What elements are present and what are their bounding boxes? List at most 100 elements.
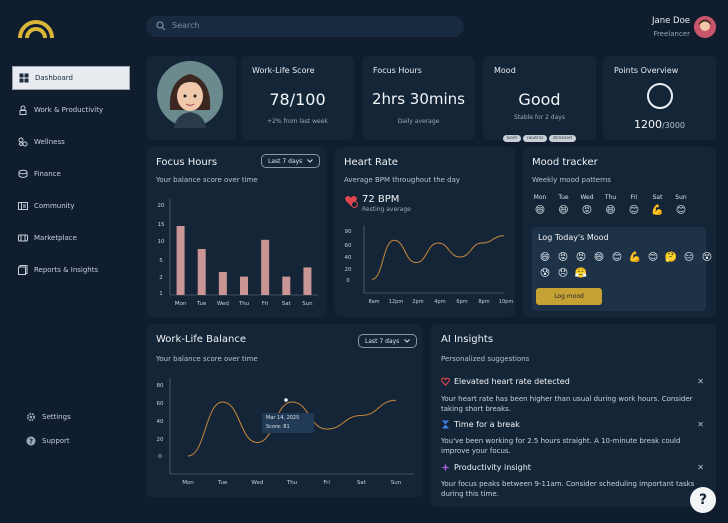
user-avatar[interactable] [694, 16, 716, 38]
mood-day-emoji: 😄 [605, 205, 616, 216]
sidebar-item-label: Finance [34, 170, 61, 178]
focus-hours-subtitle: Your balance score over time [156, 176, 258, 184]
x-tick-label: Fri [262, 301, 269, 307]
sidebar-item-settings[interactable]: Settings [20, 405, 120, 429]
heart-rate-value: 72 BPM [362, 194, 400, 205]
focus-hours-stat-value: 2hrs 30mins [372, 90, 465, 108]
heart-rate-chart: 90 60 40 20 0 8am 12pm 2pm 4pm 6pm 8pm 10pm [345, 225, 513, 305]
help-button[interactable]: ? [690, 487, 716, 513]
points-total: /3000 [661, 121, 686, 130]
mood-stat-title: Mood [494, 66, 516, 75]
mood-option[interactable]: 😊 [647, 252, 659, 263]
log-mood-title: Log Today's Mood [538, 233, 609, 242]
sidebar-item-label: Wellness [34, 138, 65, 146]
focus-hours-range-dropdown[interactable]: Last 7 days [261, 154, 321, 168]
focus-hours-stat-note: Daily average [397, 118, 440, 125]
mood-option[interactable]: 😄 [593, 252, 605, 263]
y-tick-label: 60 [345, 243, 352, 249]
mood-option[interactable]: 😵 [701, 252, 713, 263]
grid-icon [19, 73, 29, 83]
close-icon[interactable]: ✕ [697, 377, 704, 386]
sidebar-item-community[interactable]: Community [12, 194, 130, 218]
sidebar-item-dashboard[interactable]: Dashboard [12, 66, 130, 90]
y-tick-label: 15 [158, 222, 165, 228]
y-tick-label: 0 [158, 454, 162, 460]
y-tick-label: 80 [157, 383, 164, 389]
close-icon[interactable]: ✕ [697, 420, 704, 429]
mood-option[interactable]: 😤 [574, 268, 588, 279]
focus-hours-card: Focus Hours Last 7 days Your balance sco… [146, 147, 327, 317]
mood-option[interactable]: 😡 [557, 252, 569, 263]
mood-option[interactable]: 😑 [683, 252, 695, 263]
profile-card [146, 56, 236, 140]
mood-option[interactable]: 😞 [557, 268, 569, 279]
y-tick-label: 20 [345, 267, 352, 273]
sidebar-item-finance[interactable]: Finance [12, 162, 130, 186]
mood-option[interactable]: 💪 [628, 252, 642, 263]
search-bar[interactable]: Search [146, 16, 464, 37]
insight-title-text: Elevated heart rate detected [454, 377, 570, 386]
focus-hours-stat-title: Focus Hours [373, 66, 422, 75]
x-tick-label: 2pm [412, 299, 423, 305]
work-life-score-title: Work-Life Score [252, 66, 315, 75]
work-life-balance-card: Work-Life Balance Last 7 days Your balan… [146, 324, 423, 497]
insight-title: Elevated heart rate detected [441, 377, 570, 386]
x-tick-label: Mon [175, 301, 187, 307]
mood-day-label: Sun [675, 194, 687, 201]
focus-hours-title: Focus Hours [156, 157, 218, 168]
sidebar-item-support[interactable]: ? Support [20, 429, 120, 453]
search-placeholder: Search [172, 21, 200, 30]
app-logo [18, 20, 54, 38]
insight-title: Productivity insight [441, 463, 531, 472]
points-progress-ring [647, 83, 673, 109]
focus-hours-stat-card[interactable]: Focus Hours 2hrs 30mins Daily average [362, 56, 475, 140]
heart-rate-subtitle: Average BPM throughout the day [344, 176, 461, 184]
mood-tracker-title: Mood tracker [532, 157, 598, 168]
mood-chip[interactable]: neutral [522, 135, 547, 142]
x-tick-label: 12pm [389, 299, 404, 305]
mood-chip[interactable]: stressed [548, 135, 576, 142]
sidebar-item-marketplace[interactable]: Marketplace [12, 226, 130, 250]
x-tick-label: Wed [217, 301, 229, 307]
work-life-score-card[interactable]: Work-Life Score 78/100 +2% from last wee… [241, 56, 354, 140]
mood-stat-card[interactable]: Mood Good Stable for 2 days bold neutral s… [483, 56, 596, 143]
x-tick-label: 8am [368, 299, 379, 305]
tooltip-score: Score: 81 [266, 424, 290, 430]
search-icon [156, 21, 166, 31]
sidebar-item-label: Reports & Insights [34, 266, 99, 274]
work-life-score-value: 78/100 [269, 90, 326, 109]
series-line [371, 235, 505, 280]
x-tick-label: Sun [302, 301, 313, 307]
bar [240, 276, 248, 295]
x-tick-label: Thu [238, 301, 249, 307]
reports-icon [18, 265, 28, 275]
mood-option[interactable]: 😊 [611, 252, 623, 263]
sidebar-item-label: Settings [42, 413, 71, 421]
mood-option[interactable]: 🤔 [664, 252, 678, 263]
user-role: Freelancer [653, 30, 690, 38]
support-icon: ? [26, 436, 36, 446]
x-tick-label: 6pm [456, 299, 467, 305]
sidebar-item-wellness[interactable]: Wellness [12, 130, 130, 154]
profile-avatar[interactable] [156, 60, 224, 128]
mood-stat-note: Stable for 2 days [514, 114, 565, 121]
focus-hours-range-label: Last 7 days [268, 157, 303, 165]
work-life-range-dropdown[interactable]: Last 7 days [358, 334, 418, 348]
sidebar-item-reports[interactable]: Reports & Insights [12, 258, 130, 282]
sidebar-item-label: Work & Productivity [34, 106, 104, 114]
mood-chip[interactable]: bold [503, 135, 521, 142]
sidebar-item-work[interactable]: Work & Productivity [12, 98, 130, 122]
chevron-down-icon [307, 159, 314, 163]
x-tick-label: 8pm [478, 299, 489, 305]
mood-option[interactable]: 😡 [575, 252, 587, 263]
sparkle-icon [441, 463, 450, 472]
mood-chips: bold neutral stressed [483, 124, 596, 143]
close-icon[interactable]: ✕ [697, 463, 704, 472]
mood-option[interactable]: 😰 [539, 268, 551, 279]
mood-option[interactable]: 😄 [539, 252, 551, 263]
log-mood-button[interactable]: Log mood [536, 288, 602, 305]
focus-hours-chart: 20 15 10 5 2 1 Mon Tue Wed Thu Fri Sat Sun [158, 199, 318, 307]
points-overview-card[interactable]: Points Overview 1200/3000 [603, 56, 716, 140]
bar [197, 249, 206, 295]
y-tick-label: 20 [157, 437, 164, 443]
